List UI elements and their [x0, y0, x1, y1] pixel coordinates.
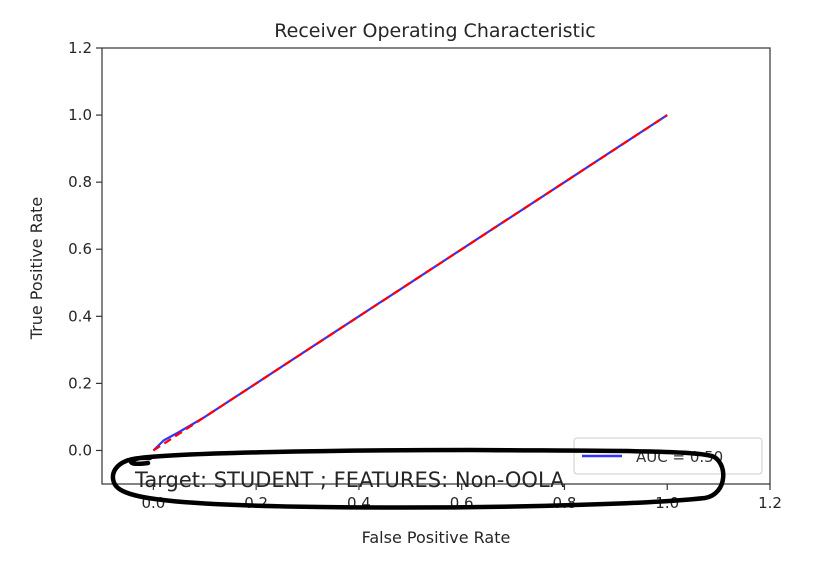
series-line-roc — [152, 114, 668, 452]
handdrawn-circle-mark — [110, 447, 726, 510]
x-axis-label: False Positive Rate — [362, 528, 511, 547]
series-line-diagonal — [152, 114, 668, 452]
x-tick-label: 1.2 — [758, 494, 782, 512]
y-tick-label: 0.8 — [68, 173, 92, 191]
y-axis-ticks: 0.0 0.2 0.4 0.6 0.8 1.0 1.2 — [68, 39, 102, 459]
x-tick-label: 0.2 — [244, 494, 268, 512]
y-tick-label: 0.0 — [68, 441, 92, 459]
y-tick-label: 0.6 — [68, 240, 92, 258]
legend: AUC = 0.50 — [573, 437, 763, 475]
y-axis-label: True Positive Rate — [27, 197, 46, 341]
plot-area — [101, 47, 771, 485]
legend-box — [573, 437, 763, 475]
plot-frame — [101, 47, 771, 485]
chart-title: Receiver Operating Characteristic — [274, 20, 595, 42]
series-group — [152, 114, 668, 452]
y-tick-label: 1.0 — [68, 106, 92, 124]
y-tick-label: 1.2 — [68, 39, 92, 57]
target-features-annotation: Target: STUDENT ; FEATURES: Non-OOLA — [134, 468, 565, 492]
y-tick-label: 0.2 — [68, 374, 92, 392]
y-tick-label: 0.4 — [68, 307, 92, 325]
